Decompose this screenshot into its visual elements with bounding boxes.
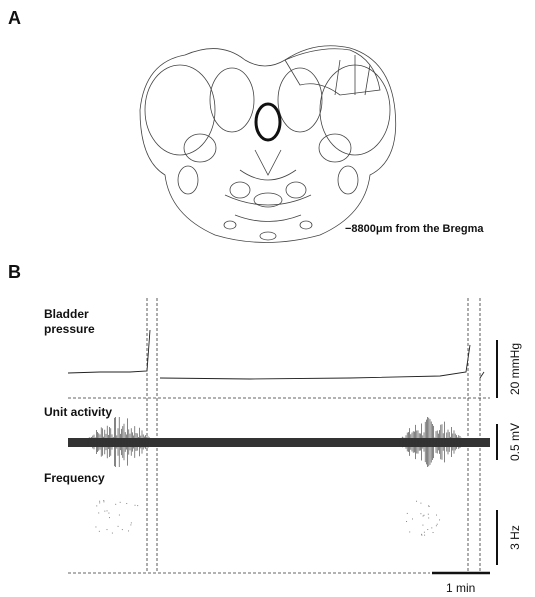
freq-dot (436, 515, 437, 516)
caption: −8800μm from the Bregma (345, 223, 484, 235)
freq-dot (103, 501, 104, 502)
trace-label: Bladder (44, 307, 89, 321)
freq-dot (439, 519, 440, 520)
freq-dot (122, 529, 123, 530)
freq-dot (422, 525, 423, 526)
freq-dot (421, 535, 422, 536)
freq-dot (128, 530, 129, 531)
freq-dot (103, 500, 104, 501)
freq-dot (429, 506, 430, 507)
freq-dot (104, 511, 105, 512)
brain-section (140, 46, 396, 243)
freq-dot (130, 524, 131, 525)
freq-dot (433, 532, 434, 533)
freq-dot (99, 531, 100, 532)
panel-label: A (8, 8, 21, 28)
freq-dot (423, 515, 424, 516)
freq-dot (412, 518, 413, 519)
freq-dot (99, 502, 100, 503)
freq-dot (118, 526, 119, 527)
freq-dot (95, 526, 96, 527)
time-scale: 1 min (446, 581, 475, 595)
freq-dot (424, 532, 425, 533)
freq-dot (115, 504, 116, 505)
freq-dot (407, 513, 408, 514)
figure: A −8800μm from the Bregma B Bladderpress… (0, 0, 535, 597)
freq-dot (131, 522, 132, 523)
pressure-trace (68, 330, 484, 379)
freq-dot (119, 515, 120, 516)
freq-dot (126, 503, 127, 504)
freq-dot (437, 524, 438, 525)
freq-dot (406, 521, 407, 522)
freq-dot (420, 503, 421, 504)
freq-dot (428, 517, 429, 518)
freq-dot (436, 525, 437, 526)
freq-dot (416, 501, 417, 502)
freq-dot (431, 527, 432, 528)
freq-dot (106, 529, 107, 530)
freq-dot (96, 505, 97, 506)
freq-dot (423, 516, 424, 517)
freq-dot (112, 533, 113, 534)
freq-dot (427, 529, 428, 530)
freq-dot (424, 535, 425, 536)
panel-label: B (8, 262, 21, 282)
freq-dot (420, 513, 421, 514)
scale-label: 3 Hz (508, 525, 522, 550)
freq-dot (409, 531, 410, 532)
freq-dot (108, 513, 109, 514)
trace-label: Frequency (44, 471, 105, 485)
freq-dot (98, 512, 99, 513)
trace-label: pressure (44, 322, 95, 336)
freq-dot (109, 517, 110, 518)
freq-dot (137, 505, 138, 506)
freq-dot (428, 514, 429, 515)
freq-dot (107, 510, 108, 511)
scale-label: 0.5 mV (508, 423, 522, 461)
freq-dot (99, 501, 100, 502)
scale-label: 20 mmHg (508, 343, 522, 395)
freq-dot (120, 502, 121, 503)
trace-label: Unit activity (44, 405, 112, 419)
freq-dot (135, 505, 136, 506)
